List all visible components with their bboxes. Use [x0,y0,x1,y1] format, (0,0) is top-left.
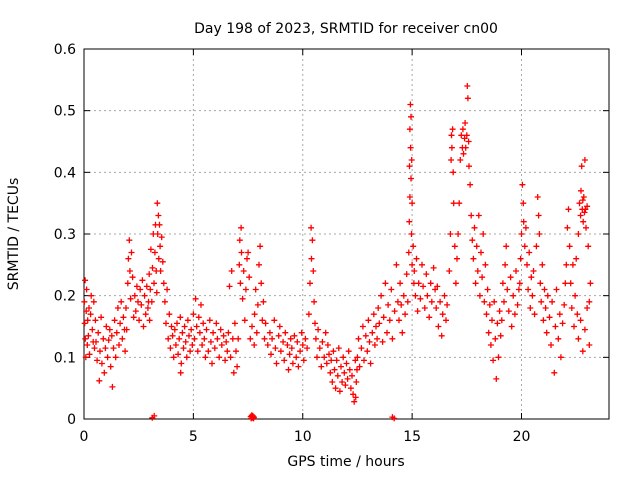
x-tick-label: 10 [294,429,312,445]
y-axis-label: SRMTID / TECUs [6,178,22,291]
y-tick-label: 0.4 [54,165,76,181]
y-tick-label: 0 [67,412,76,428]
y-tick-label: 0.6 [54,42,76,58]
x-tick-label: 15 [403,429,421,445]
x-tick-label: 5 [189,429,198,445]
y-tick-label: 0.3 [54,227,76,243]
y-tick-label: 0.1 [54,350,76,366]
x-axis-label: GPS time / hours [287,454,404,470]
x-tick-label: 20 [513,429,531,445]
chart-title: Day 198 of 2023, SRMTID for receiver cn0… [194,21,498,37]
y-tick-label: 0.5 [54,104,76,120]
scatter-points [81,83,594,422]
y-tick-label: 0.2 [54,289,76,305]
x-tick-label: 0 [80,429,89,445]
